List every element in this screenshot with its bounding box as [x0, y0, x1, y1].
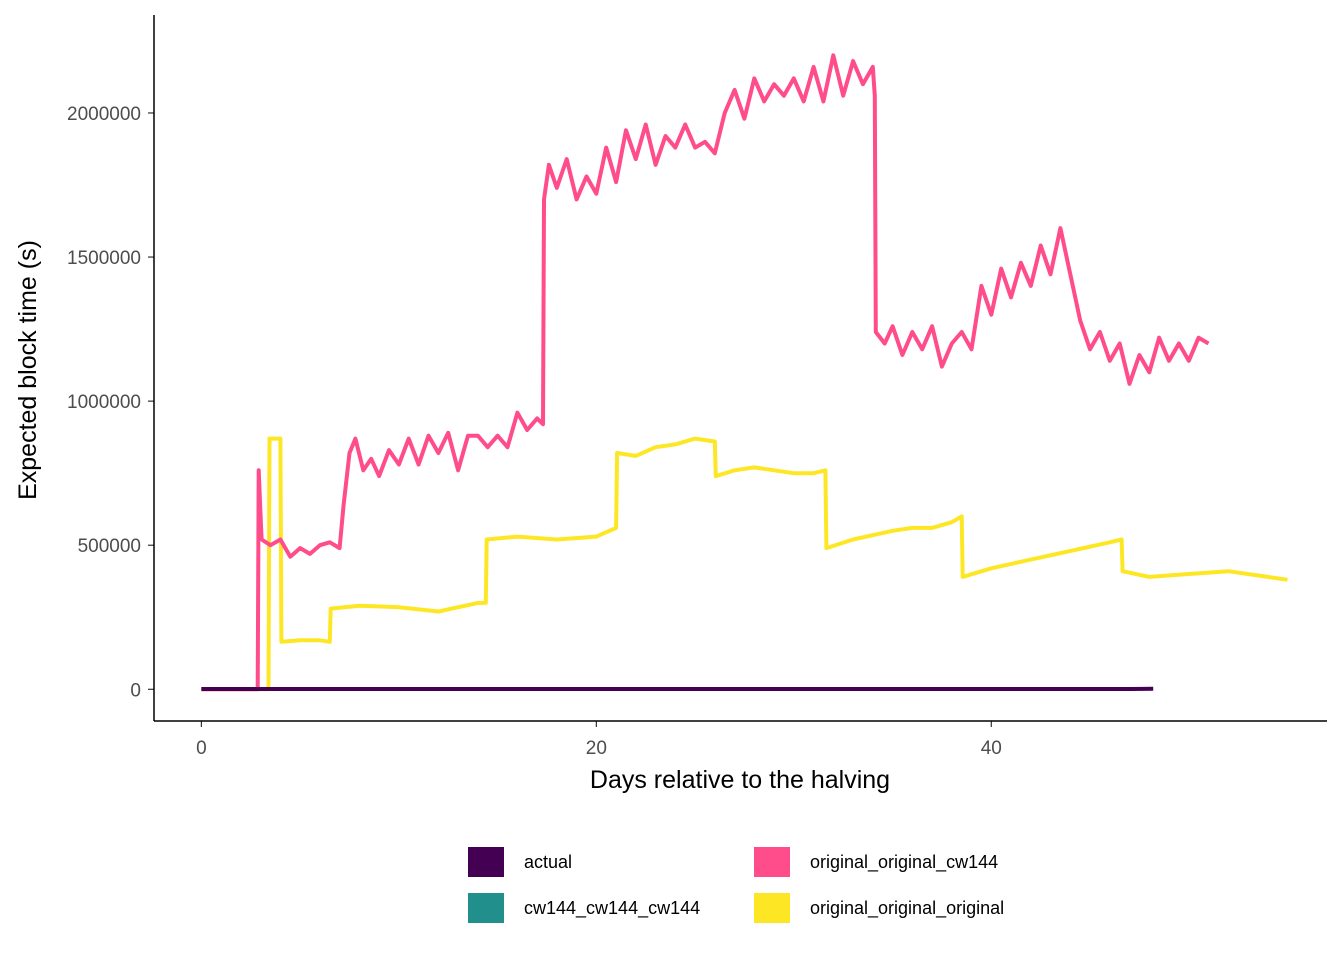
y-axis-title: Expected block time (s) [14, 240, 42, 500]
y-tick-label: 2000000 [67, 104, 141, 125]
y-tick-label: 1000000 [67, 392, 141, 413]
legend-label-original_original_original: original_original_original [810, 898, 1004, 919]
legend-swatch-cw144_cw144_cw144 [468, 893, 504, 923]
x-tick-label: 40 [981, 738, 1002, 759]
y-tick-label: 0 [130, 680, 141, 701]
legend-label-actual: actual [524, 852, 572, 872]
y-tick-label: 500000 [78, 536, 141, 557]
legend-label-original_original_cw144: original_original_cw144 [810, 852, 998, 873]
legend: actual cw144_cw144_cw144 original_original… [468, 847, 1004, 923]
x-tick-label: 0 [196, 738, 207, 759]
x-axis-ticks: 0 20 40 [196, 721, 1002, 759]
legend-swatch-actual [468, 847, 504, 877]
legend-label-cw144_cw144_cw144: cw144_cw144_cw144 [524, 898, 700, 919]
y-tick-label: 1500000 [67, 248, 141, 269]
legend-swatch-original_original_original [754, 893, 790, 923]
series-line-original_original_original [201, 436, 1288, 692]
x-axis-title: Days relative to the halving [590, 766, 890, 794]
y-axis-ticks: 0 500000 1000000 1500000 2000000 [67, 104, 154, 701]
x-tick-label: 20 [586, 738, 607, 759]
legend-swatch-original_original_cw144 [754, 847, 790, 877]
series-line-original_original_cw144 [201, 53, 1210, 692]
series-layer [201, 53, 1288, 692]
